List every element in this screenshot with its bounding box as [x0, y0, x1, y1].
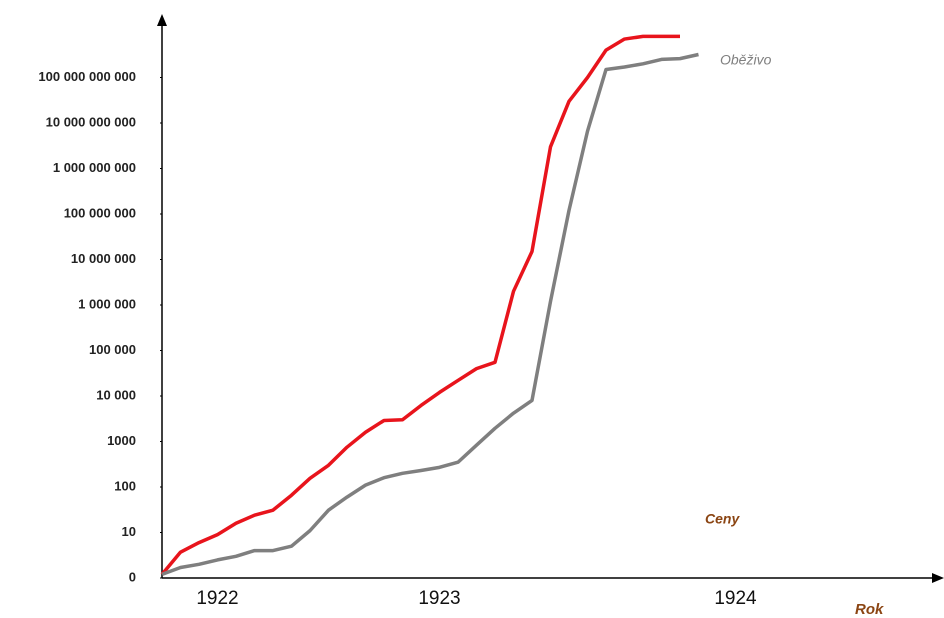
y-tick-label: 0: [129, 569, 136, 584]
y-tick-label: 1 000 000: [78, 296, 136, 311]
x-axis-arrow: [932, 573, 944, 583]
y-tick-label: 1000: [107, 433, 136, 448]
line-series: [161, 52, 699, 577]
y-tick-label: 1 000 000 000: [53, 160, 136, 175]
x-axis-label: Rok: [855, 601, 884, 618]
y-tick-label: 10: [122, 524, 136, 539]
series-label: Oběživo: [720, 52, 772, 68]
y-tick-label: 100 000 000 000: [38, 69, 136, 84]
y-axis-arrow: [157, 14, 167, 26]
y-tick-label: 10 000 000 000: [46, 114, 136, 129]
x-tick-label: 1924: [714, 588, 757, 609]
y-tick-label: 100 000 000: [64, 205, 136, 220]
x-tick-label: 1922: [196, 588, 238, 609]
series-label: Ceny: [705, 511, 740, 527]
y-tick-label: 10 000: [96, 387, 136, 402]
y-tick-label: 10 000 000: [71, 251, 136, 266]
y-tick-label: 100: [114, 478, 136, 493]
line-series: [160, 34, 680, 576]
x-tick-label: 1923: [418, 588, 460, 609]
y-tick-label: 100 000: [89, 342, 136, 357]
